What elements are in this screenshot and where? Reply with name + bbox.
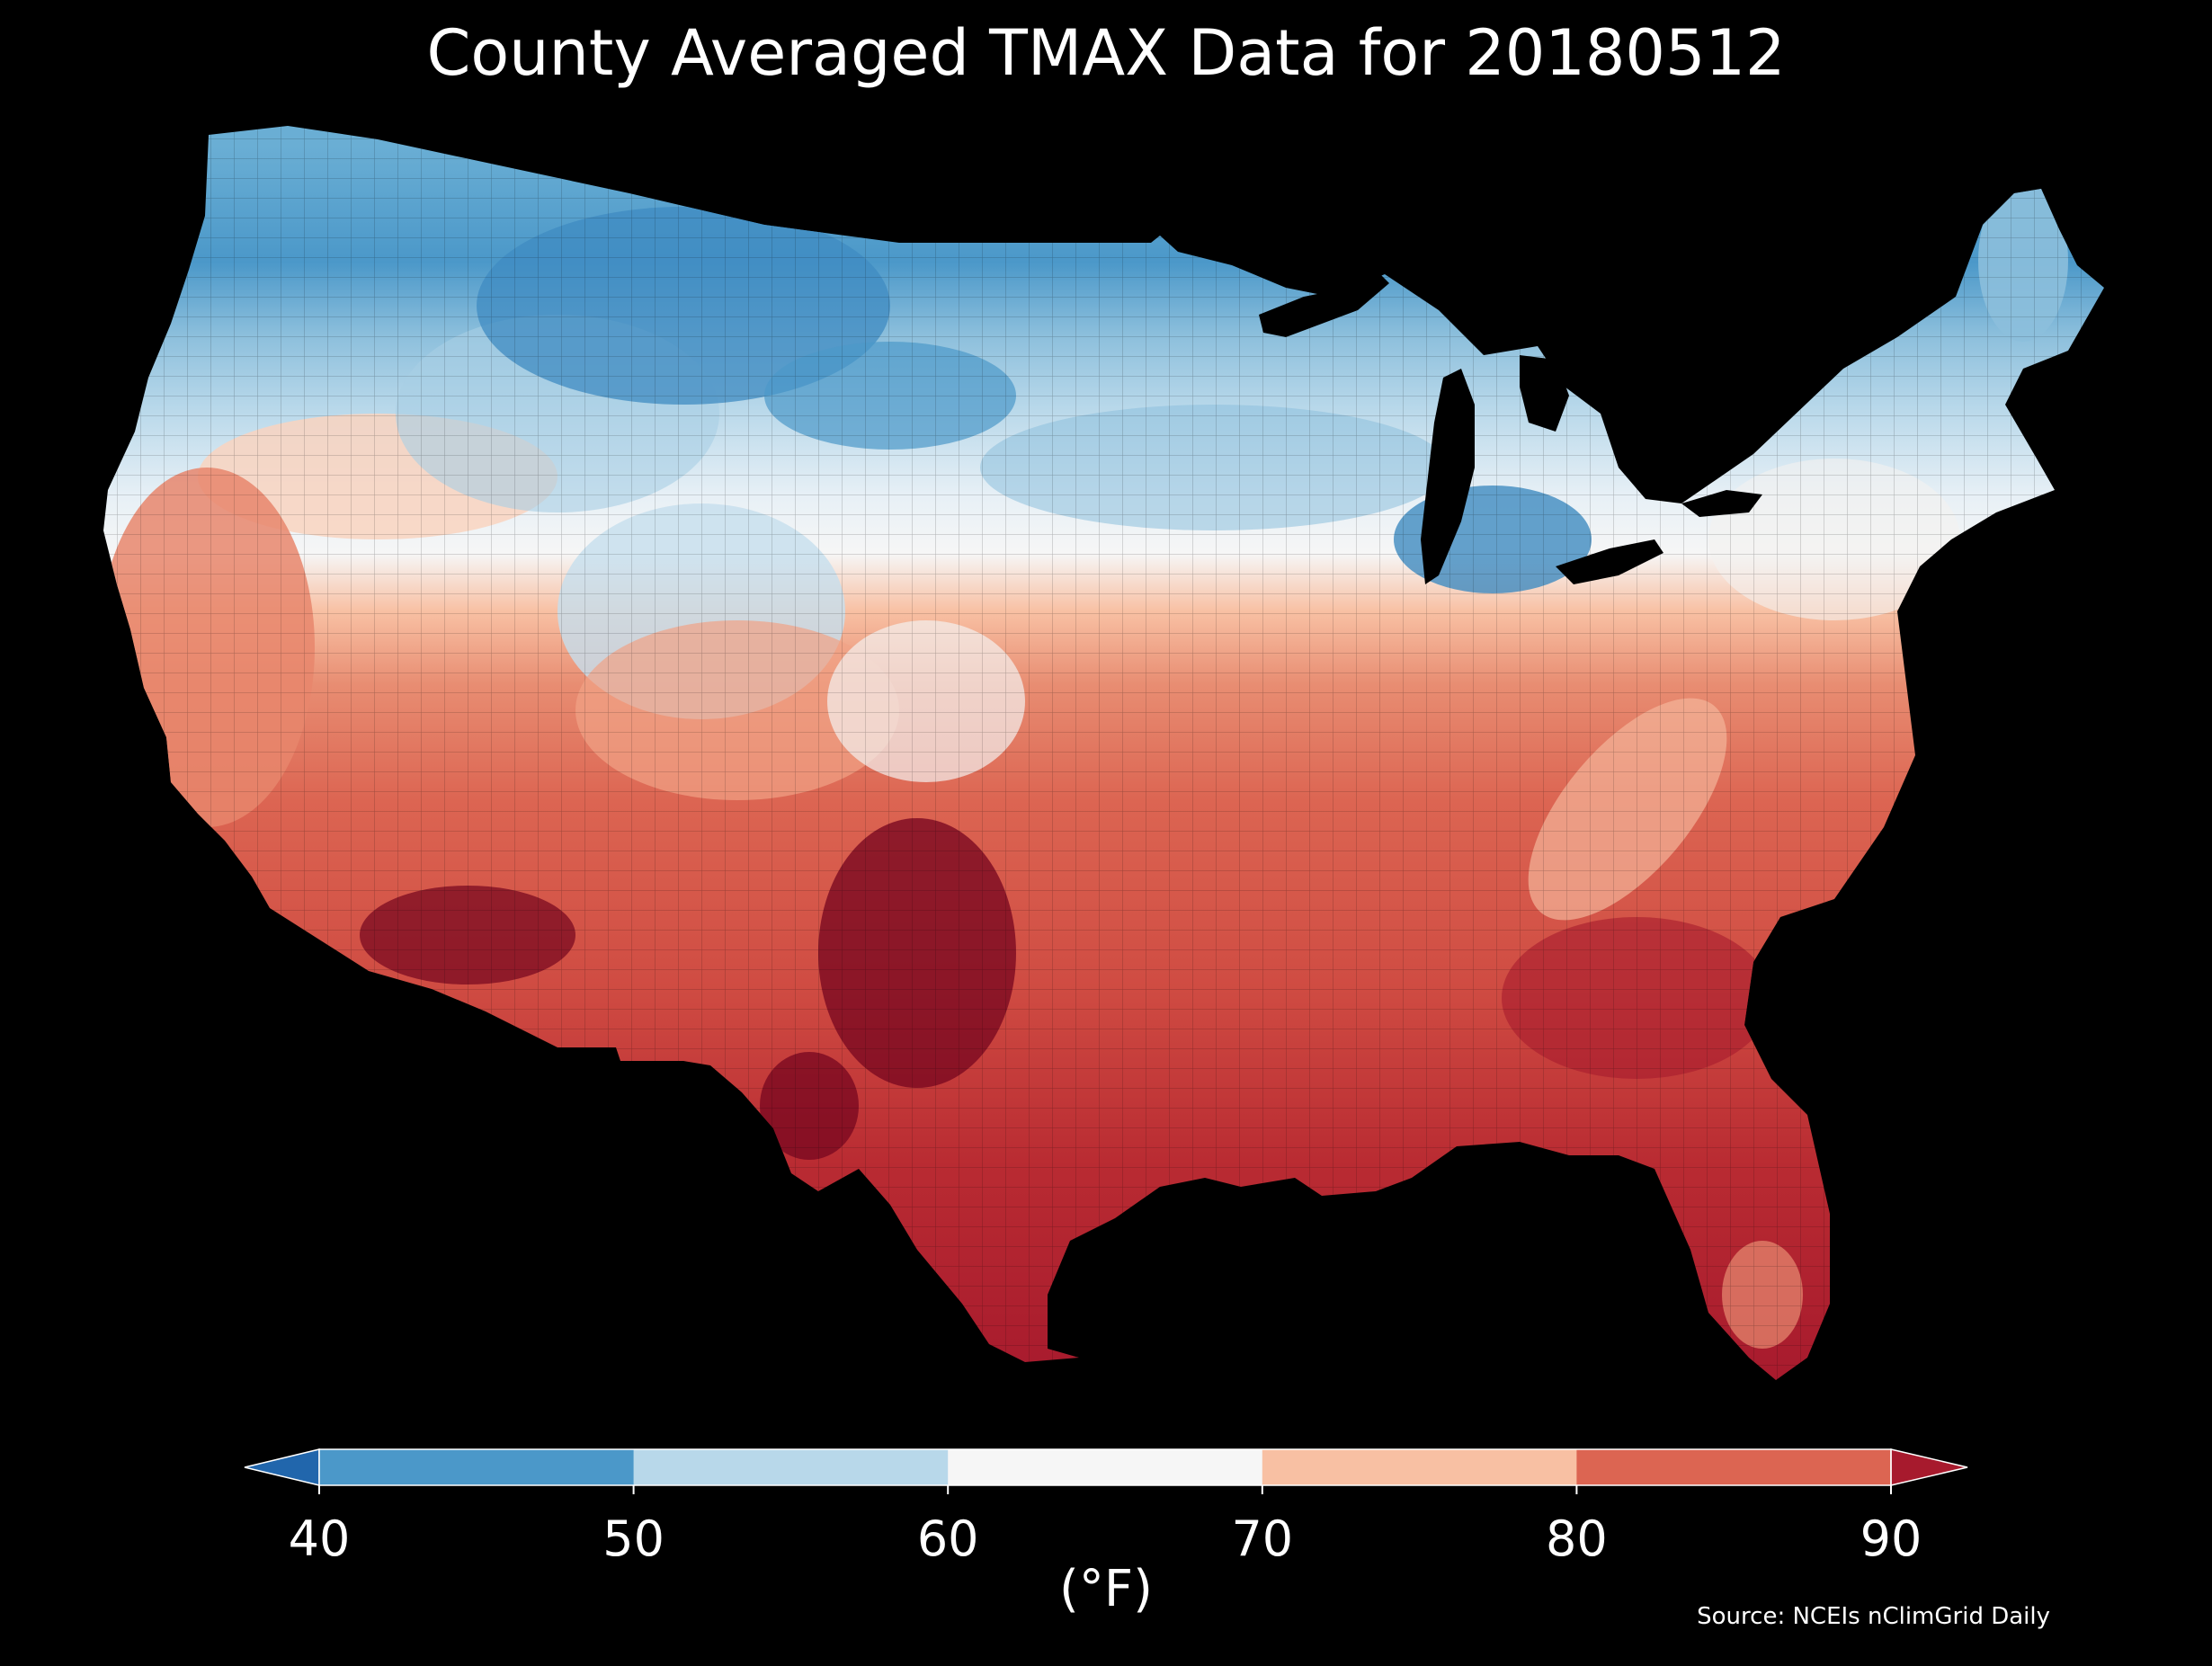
colorbar-tick-label: 90	[1860, 1510, 1922, 1567]
us-county-tmax-map	[103, 126, 2104, 1380]
lake-michigan	[1421, 369, 1475, 584]
lake-ontario	[1681, 490, 1762, 517]
lake-superior	[1259, 270, 1389, 337]
map-title: County Averaged TMAX Data for 20180512	[426, 16, 1786, 90]
colorbar-tick-label: 80	[1546, 1510, 1608, 1567]
colorbar-tick-label: 40	[289, 1510, 351, 1567]
colorbar-bin	[1262, 1449, 1577, 1485]
colorbar-tick-label: 70	[1231, 1510, 1293, 1567]
colorbar-bin	[1576, 1449, 1892, 1485]
lake-huron	[1520, 355, 1569, 432]
lake-erie	[1556, 539, 1663, 584]
source-credit: Source: NCEIs nClimGrid Daily	[1697, 1603, 2050, 1630]
colorbar-extend-high	[1890, 1448, 1968, 1486]
colorbar-frame	[318, 1448, 1892, 1486]
colorbar-bin	[319, 1449, 635, 1485]
colorbar-units-label: (°F)	[1059, 1560, 1153, 1618]
colorbar-tick-label: 50	[602, 1510, 664, 1567]
colorbar-bin	[633, 1449, 949, 1485]
colorbar-tick-label: 60	[917, 1510, 979, 1567]
colorbar-bin	[948, 1449, 1263, 1485]
colorbar-extend-low	[244, 1448, 320, 1486]
